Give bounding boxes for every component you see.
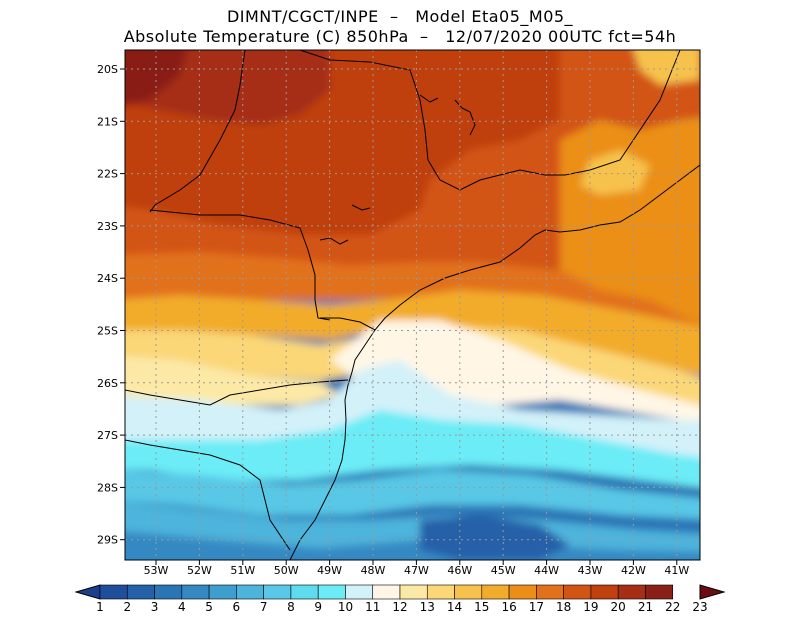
state-border-north	[299, 50, 681, 191]
longitude-labels: 53W 52W 51W 50W 49W 48W 47W 46W 45W 44W 43W 42W 41W	[144, 560, 689, 577]
colorbar-label: 10	[338, 600, 353, 614]
colorbar-cell	[372, 584, 401, 600]
lat-label: 28S	[97, 481, 118, 494]
colorbar-label: 12	[392, 600, 407, 614]
colorbar-label: 3	[151, 600, 159, 614]
lat-label: 25S	[97, 325, 118, 338]
colorbar-cell	[399, 584, 428, 600]
colorbar-cell	[563, 584, 592, 600]
lon-label: 44W	[534, 564, 559, 577]
colorbar-label: 11	[365, 600, 380, 614]
lat-label: 29S	[97, 534, 118, 547]
colorbar-cell	[345, 584, 374, 600]
lon-label: 46W	[447, 564, 472, 577]
lon-label: 51W	[230, 564, 255, 577]
colorbar-label: 13	[420, 600, 435, 614]
colorbar-cell	[208, 584, 237, 600]
colorbar-label: 20	[611, 600, 626, 614]
colorbar-cell	[508, 584, 537, 600]
colorbar-cell	[536, 584, 564, 600]
colorbar-label: 14	[447, 600, 462, 614]
lat-label: 22S	[97, 168, 118, 181]
colorbar-cell	[454, 584, 483, 600]
colorbar-cell	[317, 584, 346, 600]
colorbar-label: 4	[178, 600, 186, 614]
colorbar-label: 7	[260, 600, 268, 614]
colorbar-label: 15	[474, 600, 489, 614]
lat-label: 23S	[97, 220, 118, 233]
lon-label: 41W	[664, 564, 689, 577]
lat-label: 27S	[97, 429, 118, 442]
colorbar-label: 16	[501, 600, 516, 614]
colorbar-cell	[181, 584, 210, 600]
colorbar-cell	[154, 584, 183, 600]
colorbar-high-arrow	[699, 584, 726, 600]
colorbar-cell	[426, 584, 455, 600]
lon-label: 45W	[491, 564, 516, 577]
colorbar-label: 23	[692, 600, 707, 614]
lon-label: 52W	[187, 564, 212, 577]
lon-label: 42W	[621, 564, 646, 577]
lat-label: 20S	[97, 63, 118, 76]
colorbar-label: 22	[665, 600, 680, 614]
colorbar-label: 17	[529, 600, 544, 614]
colorbar-cell	[481, 584, 510, 600]
colorbar-label: 5	[205, 600, 213, 614]
latitude-labels: 20S 21S 22S 23S 24S 25S 26S 27S 28S 29S	[97, 63, 125, 547]
colorbar-low-arrow	[74, 584, 101, 600]
colorbar-cell	[99, 584, 128, 600]
state-border-sc	[125, 379, 349, 406]
colorbar-cell	[645, 584, 674, 600]
map-title-line-1: DIMNT/CGCT/INPE – Model Eta05_M05_	[226, 7, 574, 26]
temperature-field	[125, 50, 700, 560]
state-border-west	[149, 50, 246, 213]
lon-label: 47W	[404, 564, 429, 577]
colorbar-cell	[617, 584, 646, 600]
colorbar-label: 18	[556, 600, 571, 614]
lon-label: 53W	[144, 564, 169, 577]
colorbar-label: 21	[638, 600, 653, 614]
map-title-line-2: Absolute Temperature (C) 850hPa – 12/07/…	[123, 27, 677, 46]
state-border-rs	[125, 439, 291, 551]
colorbar-cell	[590, 584, 619, 600]
colorbar-label: 8	[287, 600, 295, 614]
colorbar-cell	[290, 584, 319, 600]
plot-frame	[124, 49, 701, 561]
colorbar-cell	[236, 584, 264, 600]
state-border-mid	[149, 209, 331, 321]
colorbar-label: 19	[583, 600, 598, 614]
reservoir-detail	[319, 204, 371, 245]
colorbar-label: 6	[233, 600, 241, 614]
lat-label: 26S	[97, 377, 118, 390]
coastline-south	[289, 329, 376, 560]
colorbar-cell	[126, 584, 155, 600]
lat-label: 21S	[97, 115, 118, 128]
lat-label: 24S	[97, 272, 118, 285]
colorbar-label: 2	[123, 600, 131, 614]
lon-label: 43W	[578, 564, 603, 577]
colorbar: 1 2 3 4 5 6 7 8 9 10 11 12 13 14 15 16 17 18 19 20 21 22 23	[74, 584, 726, 614]
colorbar-label: 1	[96, 600, 104, 614]
colorbar-cell	[263, 584, 292, 600]
lon-label: 49W	[317, 564, 342, 577]
colorbar-label: 9	[314, 600, 322, 614]
graticule	[125, 50, 700, 560]
lon-label: 50W	[274, 564, 299, 577]
lon-label: 48W	[361, 564, 386, 577]
